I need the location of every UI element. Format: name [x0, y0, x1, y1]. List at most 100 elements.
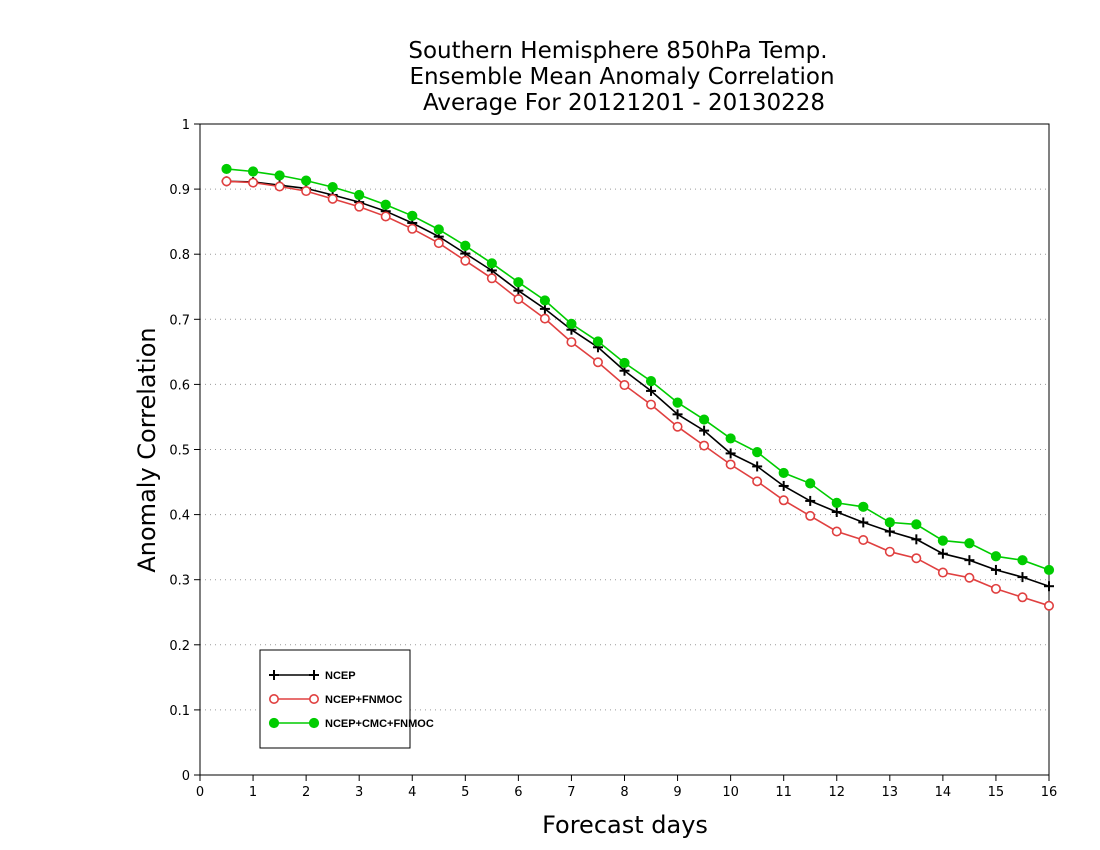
data-point [911, 519, 922, 530]
series-line [226, 168, 1050, 571]
data-point [539, 303, 550, 314]
data-point [884, 546, 895, 557]
data-point [592, 336, 604, 347]
data-point [380, 211, 391, 222]
data-point [964, 572, 975, 583]
data-point [672, 397, 683, 408]
data-point [858, 534, 869, 545]
series-ncep-cmc-fnmoc [221, 163, 1055, 576]
x-tick-label: 1 [249, 785, 257, 800]
data-point [1043, 564, 1055, 576]
data-point [831, 506, 842, 517]
legend-entry: NCEP+CMC+FNMOC [268, 717, 434, 730]
data-point [778, 480, 789, 491]
data-point [752, 461, 763, 472]
data-point [672, 421, 683, 432]
data-point [592, 357, 603, 368]
data-point [964, 555, 975, 566]
data-point [221, 163, 232, 175]
data-point [778, 495, 789, 506]
x-tick-label: 0 [196, 785, 204, 800]
data-point [699, 440, 710, 451]
axis-ticks: 00.10.20.30.40.50.60.70.80.910 1 2 3 4 5 6 7 8 9 1… [169, 118, 1057, 800]
data-point [805, 478, 816, 489]
data-point [725, 448, 736, 459]
data-point [1044, 600, 1055, 611]
data-point [274, 181, 285, 192]
legend-marker [268, 717, 280, 729]
data-point [1044, 581, 1054, 592]
data-point [645, 376, 657, 387]
legend-marker [308, 717, 320, 729]
chart-title-line-1: Southern Hemisphere 850hPa Temp. [408, 38, 827, 64]
legend-marker [309, 670, 319, 680]
gridlines [200, 188, 1049, 711]
legend: NCEP NCEP+FNMOC NCEP+CMC+FNMOC [259, 649, 434, 749]
data-point [990, 564, 1001, 575]
y-axis-label: Anomaly Correlation [133, 327, 161, 572]
data-point [327, 193, 338, 204]
data-point [858, 501, 869, 512]
series-ncep-fnmoc [221, 176, 1055, 611]
data-point [858, 517, 869, 528]
data-point [619, 357, 630, 369]
x-tick-label: 15 [988, 785, 1005, 800]
x-tick-label: 6 [514, 785, 522, 800]
data-point [752, 476, 763, 487]
legend-label: NCEP [325, 670, 356, 682]
legend-entry: NCEP+FNMOC [268, 693, 402, 706]
data-point [460, 240, 471, 251]
data-point [513, 277, 524, 288]
x-tick-label: 2 [302, 785, 310, 800]
data-point [301, 175, 312, 186]
data-point [1017, 555, 1028, 566]
y-tick-label: 0.4 [169, 509, 190, 524]
data-point [433, 238, 444, 249]
x-axis-label: Forecast days [542, 811, 708, 839]
legend-label: NCEP+CMC+FNMOC [325, 718, 434, 730]
y-tick-label: 0.1 [169, 704, 190, 719]
data-point [513, 294, 524, 305]
data-point [513, 285, 524, 296]
data-point [937, 535, 948, 546]
data-point [407, 210, 418, 221]
x-tick-label: 14 [935, 785, 952, 800]
y-tick-label: 0.2 [169, 639, 190, 654]
data-point [964, 538, 975, 549]
legend-entry: NCEP [269, 670, 356, 682]
y-tick-label: 0.5 [169, 444, 190, 459]
data-point [698, 414, 710, 425]
legend-marker [308, 693, 319, 704]
legend-marker [269, 670, 279, 680]
data-point [725, 459, 736, 470]
data-point [646, 399, 657, 410]
x-tick-label: 9 [673, 785, 681, 800]
data-point [407, 223, 418, 234]
data-point [646, 385, 657, 396]
data-point [831, 497, 842, 508]
y-tick-label: 0.8 [169, 248, 190, 263]
series-line [226, 180, 1050, 607]
data-point [486, 258, 497, 269]
x-tick-label: 13 [882, 785, 899, 800]
data-point [301, 186, 312, 197]
x-tick-label: 12 [828, 785, 845, 800]
y-tick-label: 0.3 [169, 574, 190, 589]
data-point [752, 447, 763, 458]
data-point [354, 201, 365, 212]
x-tick-label: 3 [355, 785, 363, 800]
data-point [937, 548, 948, 559]
legend-marker [268, 693, 279, 704]
data-point [778, 467, 789, 479]
y-tick-label: 0.6 [169, 378, 190, 393]
data-point [380, 199, 391, 210]
data-point [990, 583, 1001, 594]
data-point [805, 495, 816, 506]
data-point [831, 526, 842, 537]
y-tick-label: 1 [182, 118, 190, 133]
data-point [247, 166, 259, 177]
data-point [699, 425, 710, 436]
x-tick-label: 7 [567, 785, 575, 800]
series-ncep [221, 176, 1054, 592]
data-point [566, 318, 577, 329]
